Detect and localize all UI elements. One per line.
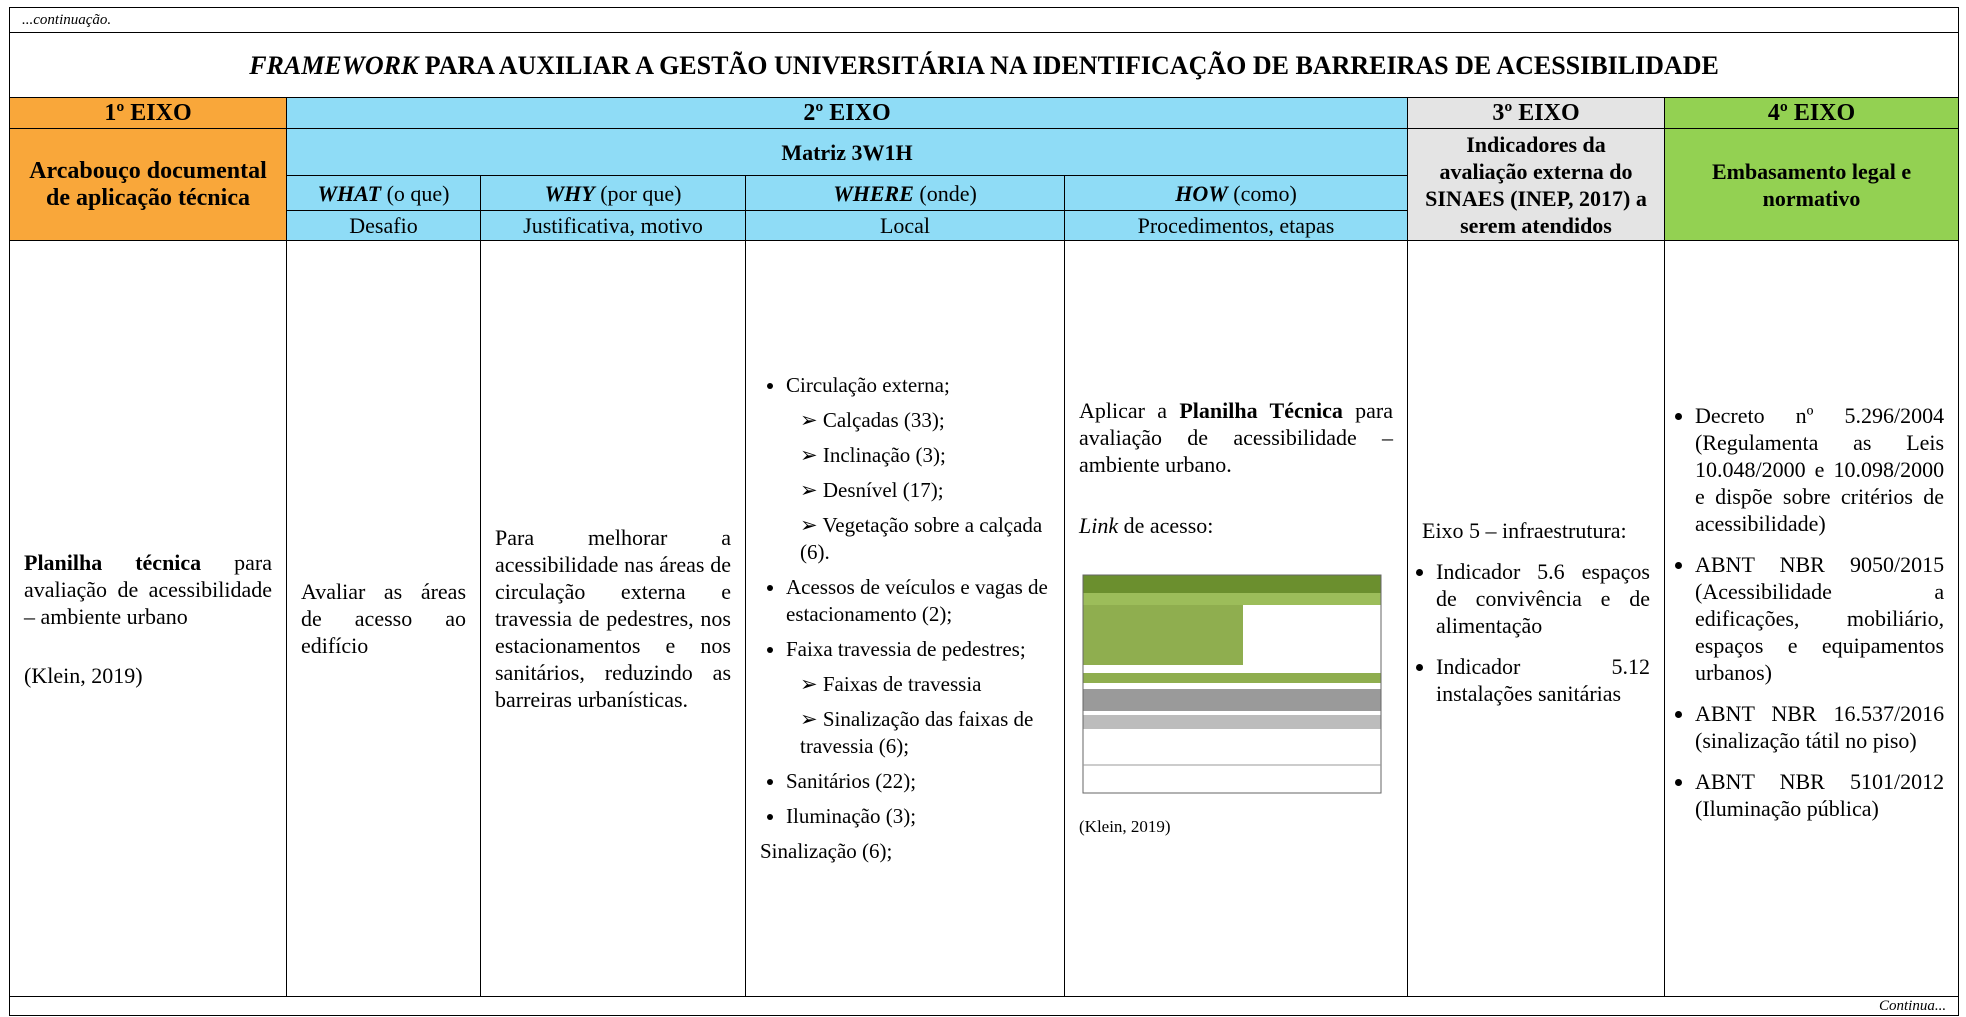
where-item: Faixa travessia de pedestres; xyxy=(786,637,1026,661)
how-cell: Aplicar a Planilha Técnica para avaliaçã… xyxy=(1064,240,1408,997)
document-cell: Planilha técnica para avaliação de acess… xyxy=(9,240,287,997)
continuation-cell: ...continuação. xyxy=(8,7,1960,33)
title-cell: FRAMEWORK PARA AUXILIAR A GESTÃO UNIVERS… xyxy=(8,32,1960,98)
legal-cell: Decreto nº 5.296/2004 (Regulamenta as Le… xyxy=(1663,240,1960,997)
table-body: ...continuação. FRAMEWORK PARA AUXILIAR A… xyxy=(8,7,1960,1016)
footer: Continua... xyxy=(1878,998,1947,1014)
column-key: WHY xyxy=(544,180,595,206)
where-entry: Sanitários (22); xyxy=(786,768,1050,795)
where-subitem: Inclinação (3); xyxy=(800,442,1050,469)
row: Desafio Justificativa, motivo Local Procedi… xyxy=(10,210,1959,241)
column-key: HOW xyxy=(1175,180,1228,206)
legal-item: Decreto nº 5.296/2004 (Regulamenta as Le… xyxy=(1695,402,1944,537)
where-list: Circulação externa; Calçadas (33); Inclina… xyxy=(760,372,1050,830)
column-note: (por que) xyxy=(600,180,682,206)
title: PARA AUXILIAR A GESTÃO UNIVERSITÁRIA NA … xyxy=(424,50,1719,80)
row: Planilha técnica para avaliação de acess… xyxy=(9,240,1960,997)
how-link: Link de acesso: xyxy=(1079,512,1393,539)
matrix-sub: Desafio xyxy=(286,210,481,241)
thumbnail-image xyxy=(1082,574,1382,794)
thumb-band xyxy=(1083,715,1381,729)
legal-item: ABNT NBR 9050/2015 (Acessibilidade a edi… xyxy=(1695,551,1944,686)
axis3-heading: Indicadores da avaliação externa do SINA… xyxy=(1407,128,1665,241)
how-text: Aplicar a Planilha Técnica para avaliaçã… xyxy=(1079,397,1393,478)
framework-table: ...continuação. FRAMEWORK PARA AUXILIAR A… xyxy=(8,7,1960,1016)
indicator: Indicador 5.6 espaços de convivência e d… xyxy=(1436,558,1650,639)
where-sublist: Faixas de travessia Sinalização das faixa… xyxy=(786,671,1050,760)
axis-1: 1º EIXO xyxy=(9,97,287,129)
axis-3: 3º EIXO xyxy=(1407,97,1665,129)
where-subitem: Sinalização das faixas de travessia (6); xyxy=(800,706,1050,760)
matrix-sub: Justificativa, motivo xyxy=(480,210,746,241)
row: ...continuação. xyxy=(8,7,1960,33)
thumb-band xyxy=(1083,593,1381,605)
column-note: (onde) xyxy=(919,180,977,206)
column-note: (o que) xyxy=(386,180,450,206)
how-pre: Aplicar a xyxy=(1079,398,1168,423)
document-citation: (Klein, 2019) xyxy=(24,662,143,688)
indicators-cell: Eixo 5 – infraestrutura: Indicador 5.6 es… xyxy=(1407,240,1665,997)
thumb-frame xyxy=(1082,574,1382,794)
where-subitem: Faixas de travessia xyxy=(800,671,1050,698)
matrix-column: WHY (por que) xyxy=(480,175,746,211)
document-bold: Planilha técnica xyxy=(24,549,202,575)
legal-item: ABNT NBR 5101/2012 (Iluminação pública) xyxy=(1695,768,1944,822)
indicators-intro: Eixo 5 – infraestrutura: xyxy=(1422,517,1627,543)
how-link-rest: de acesso: xyxy=(1123,513,1214,538)
where-entry: Acessos de veículos e vagas de estaciona… xyxy=(786,574,1050,628)
matrix-column: WHERE (onde) xyxy=(745,175,1065,211)
matrix-title: Matriz 3W1H xyxy=(286,128,1408,176)
how-link-em: Link xyxy=(1079,513,1119,538)
thumb-band xyxy=(1083,689,1381,711)
column-key: WHERE xyxy=(833,180,914,206)
document-rest: para avaliação de acessibilidade – ambie… xyxy=(24,549,273,629)
where-entry: Faixa travessia de pedestres; Faixas de t… xyxy=(786,636,1050,760)
where-entry: Iluminação (3); xyxy=(786,803,1050,830)
legal-list: Decreto nº 5.296/2004 (Regulamenta as Le… xyxy=(1679,402,1944,822)
axis1-heading: Arcabouço documental de aplicação técnic… xyxy=(9,128,287,241)
matrix-sub: Procedimentos, etapas xyxy=(1064,210,1408,241)
footer-cell: Continua... xyxy=(8,996,1960,1016)
how-post: para avaliação de acessibilidade – ambie… xyxy=(1079,398,1394,477)
matrix-column: HOW (como) xyxy=(1064,175,1408,211)
axis4-heading: Embasamento legal e normativo xyxy=(1663,128,1960,241)
row: Continua... xyxy=(8,996,1960,1016)
where-item: Iluminação (3); xyxy=(786,804,917,828)
thumb-header xyxy=(1083,575,1381,593)
matrix-sub: Local xyxy=(745,210,1065,241)
what-cell: Avaliar as áreas de acesso ao edifício xyxy=(286,240,481,997)
thumb-band xyxy=(1083,673,1381,683)
row: 1º EIXO 2º EIXO 3º EIXO 4º EIXO xyxy=(9,97,1960,129)
where-subitem: Vegetação sobre a calçada (6). xyxy=(800,512,1050,566)
where-subitem: Calçadas (33); xyxy=(800,407,1050,434)
axis-2: 2º EIXO xyxy=(286,97,1408,129)
column-key: WHAT xyxy=(317,180,382,206)
legal-item: ABNT NBR 16.537/2016 (sinalização tátil … xyxy=(1695,700,1944,754)
how-citation: (Klein, 2019) xyxy=(1079,817,1171,836)
row: Arcabouço documental de aplicação técnic… xyxy=(9,128,1960,241)
axis-4: 4º EIXO xyxy=(1663,97,1960,129)
indicator: Indicador 5.12 instalações sanitárias xyxy=(1436,653,1650,707)
where-trailing: Sinalização (6); xyxy=(760,839,893,863)
where-item: Circulação externa; xyxy=(786,373,950,397)
matrix-column: WHAT (o que) xyxy=(286,175,481,211)
where-entry: Circulação externa; Calçadas (33); Inclina… xyxy=(786,372,1050,566)
title-em: FRAMEWORK xyxy=(249,50,419,80)
where-item: Acessos de veículos e vagas de estaciona… xyxy=(786,575,1048,626)
row: WHAT (o que) WHY (por que) WHERE (onde) HOW… xyxy=(10,175,1959,211)
thumb-band xyxy=(1083,605,1243,665)
where-sublist: Calçadas (33); Inclinação (3); Desnível (1… xyxy=(786,407,1050,566)
where-item: Sanitários (22); xyxy=(786,769,917,793)
column-note: (como) xyxy=(1233,180,1297,206)
where-subitem: Desnível (17); xyxy=(800,477,1050,504)
row: FRAMEWORK PARA AUXILIAR A GESTÃO UNIVERS… xyxy=(8,32,1960,98)
why-cell: Para melhorar a acessibilidade nas áreas… xyxy=(480,240,746,997)
indicators-list: Indicador 5.6 espaços de convivência e d… xyxy=(1422,558,1650,707)
how-bold: Planilha Técnica xyxy=(1179,398,1343,423)
continuation: ...continuação. xyxy=(22,12,112,28)
where-cell: Circulação externa; Calçadas (33); Inclina… xyxy=(745,240,1065,997)
document: Planilha técnica para avaliação de acess… xyxy=(24,549,272,630)
thumbnail xyxy=(1079,545,1393,801)
